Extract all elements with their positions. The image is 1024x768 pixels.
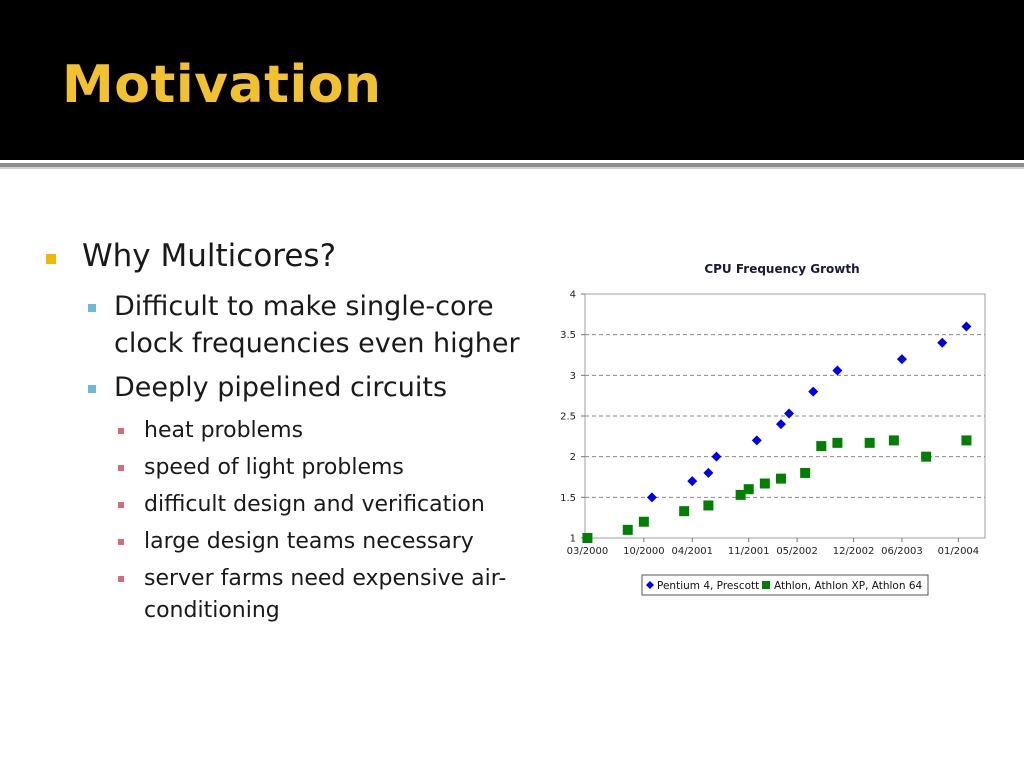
- legend-box: [641, 574, 929, 596]
- data-point-athlon: [582, 533, 593, 543]
- data-point-athlon: [888, 435, 899, 446]
- data-point-pentium: [832, 365, 843, 376]
- data-point-pentium: [703, 467, 714, 478]
- y-tick-label: 3.5: [560, 330, 576, 341]
- data-point-pentium: [937, 337, 948, 348]
- y-tick-label: 1.5: [560, 493, 576, 504]
- x-tick-label: 05/2002: [776, 546, 818, 557]
- x-tick-label: 12/2002: [833, 546, 875, 557]
- data-point-pentium: [751, 435, 762, 446]
- title-divider-light: [0, 167, 1024, 169]
- legend-label-athlon: Athlon, Athlon XP, Athlon 64: [774, 580, 923, 592]
- data-point-pentium: [687, 476, 698, 487]
- x-tick-label: 04/2001: [671, 546, 713, 557]
- bullet-marker-l3: [118, 539, 124, 545]
- data-point-pentium: [646, 492, 657, 503]
- data-point-athlon: [743, 484, 754, 495]
- sub-bullet-1-line-2: clock frequencies even higher: [114, 328, 520, 359]
- legend-marker-diamond: [646, 581, 654, 589]
- data-point-pentium: [961, 321, 972, 332]
- y-tick-label: 1: [570, 534, 576, 545]
- axis-layer: 1 1.5 2 2.5 3 3.5 4 03/2000 10/2000 04/2001 11/200…: [560, 290, 979, 558]
- sub-sub-bullet-4: large design teams necessary: [144, 529, 474, 554]
- marks-layer: [582, 321, 972, 543]
- x-tick-label: 06/2003: [881, 546, 923, 557]
- bullet-marker-l1: [46, 254, 56, 264]
- data-point-athlon: [961, 435, 972, 446]
- data-point-athlon: [759, 478, 770, 489]
- data-point-pentium: [808, 386, 819, 397]
- chart-legend: Pentium 4, Prescott Athlon, Athlon XP, A…: [641, 574, 929, 596]
- cpu-frequency-chart: CPU Frequency Growth 1 1.5 2 2.5 3 3.5 4 03/200…: [530, 250, 1000, 610]
- sub-sub-bullet-1: heat problems: [144, 418, 304, 443]
- x-tick-label: 01/2004: [938, 546, 980, 557]
- sub-sub-bullet-5-line-2: conditioning: [144, 598, 280, 623]
- sub-sub-bullet-5-line-1: server farms need expensive air-: [144, 566, 507, 591]
- bullet-marker-l3: [118, 428, 124, 434]
- chart-svg: CPU Frequency Growth 1 1.5 2 2.5 3 3.5 4 03/200…: [560, 262, 986, 596]
- x-tick-label: 03/2000: [567, 546, 609, 557]
- bullet-main: Why Multicores?: [82, 238, 337, 274]
- slide-title: Motivation: [62, 55, 382, 115]
- data-point-athlon: [921, 451, 932, 462]
- legend-marker-square: [762, 581, 770, 589]
- y-tick-label: 4: [570, 290, 576, 301]
- data-point-athlon: [735, 489, 746, 500]
- data-point-athlon: [622, 524, 633, 535]
- y-tick-label: 2: [570, 452, 576, 463]
- bullet-marker-l2: [88, 385, 96, 393]
- y-tick-label: 3: [570, 371, 576, 382]
- data-point-pentium: [711, 451, 722, 462]
- x-tick-label: 10/2000: [623, 546, 665, 557]
- data-point-athlon: [638, 516, 649, 527]
- data-point-athlon: [703, 500, 714, 511]
- sub-bullet-2-line-1: Deeply pipelined circuits: [114, 372, 448, 403]
- data-point-pentium: [775, 419, 786, 430]
- bullet-marker-l3: [118, 465, 124, 471]
- y-tick-label: 2.5: [560, 412, 576, 423]
- data-point-athlon: [864, 437, 875, 448]
- data-point-pentium: [784, 408, 795, 419]
- data-point-athlon: [800, 467, 811, 478]
- data-point-athlon: [679, 506, 690, 517]
- bullet-marker-l3: [118, 502, 124, 508]
- data-point-athlon: [775, 473, 786, 484]
- title-bar: Motivation: [0, 0, 1024, 160]
- sub-sub-bullet-3: difficult design and verification: [144, 492, 485, 517]
- chart-title: CPU Frequency Growth: [704, 262, 859, 276]
- title-divider: [0, 163, 1024, 167]
- data-point-athlon: [816, 441, 827, 452]
- bullet-marker-l2: [88, 304, 96, 312]
- data-point-athlon: [832, 437, 843, 448]
- data-point-pentium: [896, 354, 907, 365]
- x-tick-label: 11/2001: [728, 546, 770, 557]
- sub-sub-bullet-2: speed of light problems: [144, 455, 404, 480]
- sub-bullet-1-line-1: Difficult to make single-core: [114, 291, 494, 322]
- legend-label-pentium: Pentium 4, Prescott: [657, 580, 759, 592]
- bullet-marker-l3: [118, 576, 124, 582]
